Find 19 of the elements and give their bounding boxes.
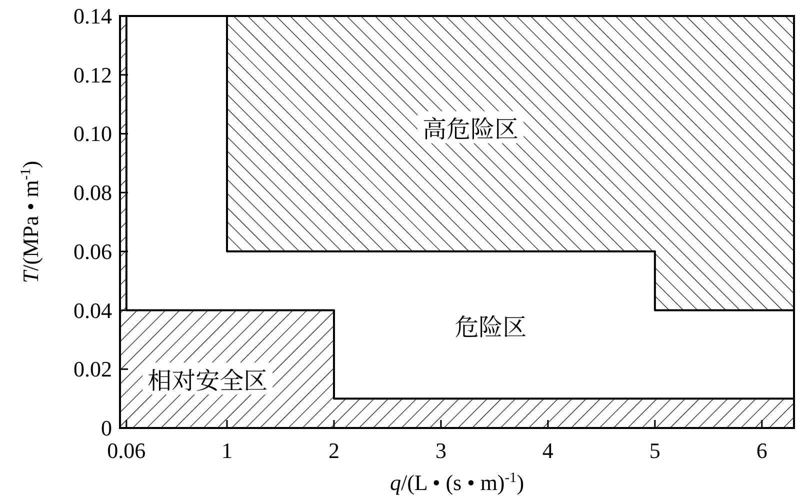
annotation: 相对安全区 (148, 361, 268, 396)
x-tick-label: 4 (542, 438, 554, 463)
x-tick-label: 6 (756, 438, 768, 463)
y-tick-label: 0.06 (74, 238, 112, 264)
x-axis-title: q/(L • (s • m)$^{-1}$) (390, 470, 524, 495)
x-tick-label: 1 (221, 438, 232, 463)
y-tick-label: 0.10 (74, 121, 112, 146)
y-tick-label: 0.08 (74, 180, 112, 206)
x-tick-label: 2 (328, 438, 340, 463)
y-tick-label: 0.04 (74, 298, 112, 323)
annotation: 高危险区 (422, 110, 518, 145)
x-tick-label: 0.06 (107, 438, 146, 463)
x-tick-label: 5 (649, 438, 660, 463)
y-tick-label: 0.12 (74, 62, 112, 88)
y-tick-label: 0 (101, 416, 112, 440)
y-tick-label: 0.14 (74, 4, 112, 28)
y-tick-label: 0.02 (74, 356, 112, 382)
x-tick-label: 3 (435, 438, 446, 463)
annotation: 危险区 (454, 308, 527, 342)
